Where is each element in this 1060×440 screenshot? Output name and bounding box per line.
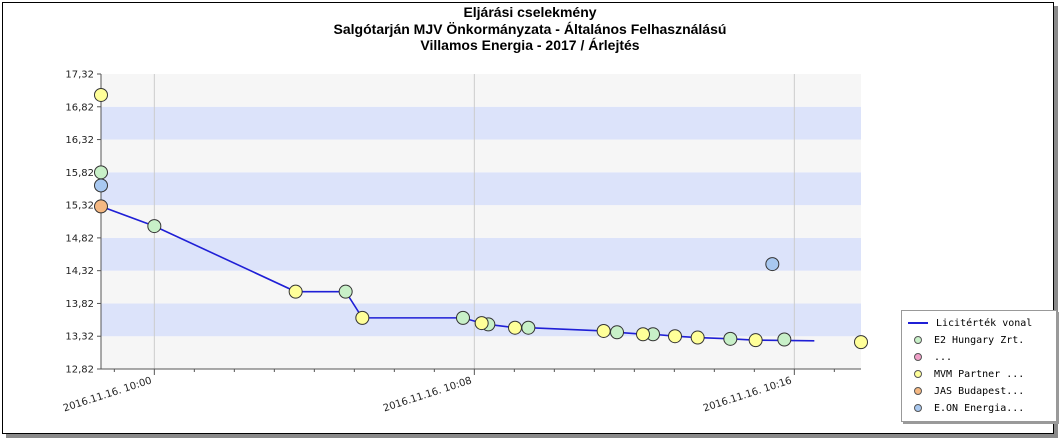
y-tick-label: 17,32 [65, 70, 94, 81]
chart-title: Eljárási cselekmény Salgótarján MJV Önko… [0, 4, 1060, 54]
legend-label: ... [934, 351, 953, 363]
chart-title-line-1: Eljárási cselekmény [463, 4, 597, 20]
data-point [94, 87, 108, 102]
data-point [610, 325, 624, 340]
data-point [456, 310, 470, 325]
data-point [765, 257, 780, 272]
legend-label: E2 Hungary Zrt. [934, 334, 1025, 346]
data-point [508, 320, 522, 335]
legend-item-line: Licitérték vonal [908, 315, 1032, 331]
legend-item-series-4: E.ON Energia... [908, 400, 1024, 416]
legend-dot-swatch [914, 387, 922, 395]
plot-band [101, 74, 861, 107]
legend-line-swatch [908, 322, 928, 324]
data-point [777, 332, 792, 347]
y-tick-label: 13,32 [65, 332, 94, 343]
plot-band [101, 139, 861, 173]
x-tick-label: 2016.11.16. 10:00 [62, 375, 153, 414]
data-point [474, 316, 489, 331]
x-tick-label: 2016.11.16. 10:16 [702, 375, 793, 414]
plot-band [101, 106, 861, 140]
data-point [338, 284, 353, 299]
plot-band [101, 205, 861, 238]
y-tick-label: 15,32 [65, 201, 94, 212]
data-point [355, 310, 370, 325]
legend-item-series-1: ... [908, 349, 952, 365]
data-point [521, 320, 536, 335]
legend-dot-swatch [914, 404, 922, 412]
plot-band [101, 336, 861, 369]
legend-label: MVM Partner ... [934, 368, 1025, 380]
legend-dot-swatch [914, 353, 922, 361]
legend-item-series-0: E2 Hungary Zrt. [908, 332, 1024, 348]
data-point [147, 219, 162, 234]
chart-title-line-2: Salgótarján MJV Önkormányzata - Általáno… [333, 20, 727, 37]
data-point [854, 335, 868, 350]
y-tick-label: 13,82 [65, 299, 94, 310]
data-point [690, 330, 705, 345]
legend-label: JAS Budapest... [934, 385, 1025, 397]
legend-item-series-2: MVM Partner ... [908, 366, 1024, 382]
legend-dot-swatch [914, 370, 922, 378]
legend-label: E.ON Energia... [934, 402, 1025, 414]
data-point [596, 323, 611, 338]
legend-item-series-3: JAS Budapest... [908, 383, 1024, 399]
x-tick-label: 2016.11.16. 10:08 [382, 375, 473, 414]
data-point [636, 327, 650, 342]
plot-band [101, 237, 861, 271]
y-tick-label: 16,82 [65, 102, 94, 113]
y-tick-label: 16,32 [65, 135, 94, 146]
chart-title-line-3: Villamos Energia - 2017 / Árlejtés [420, 37, 640, 53]
legend: Licitérték vonal E2 Hungary Zrt. ... MVM… [901, 310, 1057, 422]
data-point [288, 284, 303, 299]
data-point [748, 333, 763, 348]
plot-band [101, 172, 861, 206]
y-tick-label: 14,82 [65, 233, 94, 244]
y-tick-label: 15,82 [65, 168, 94, 179]
legend-dot-swatch [914, 336, 922, 344]
legend-label: Licitérték vonal [936, 317, 1033, 329]
data-point [94, 199, 108, 214]
data-point [94, 178, 108, 193]
data-point [94, 165, 108, 180]
data-point [723, 331, 738, 346]
y-tick-label: 14,32 [65, 266, 94, 277]
plot-band [101, 270, 861, 304]
data-point [668, 329, 682, 344]
y-tick-label: 12,82 [65, 365, 94, 376]
